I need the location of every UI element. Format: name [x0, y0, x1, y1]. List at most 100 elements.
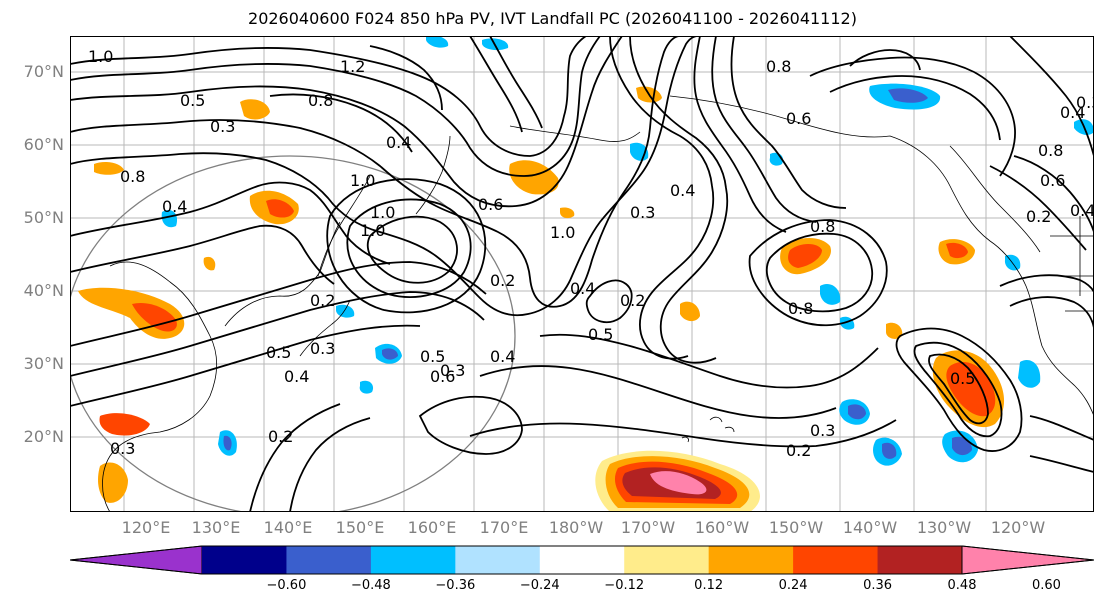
contour-label: 0.3 — [1076, 93, 1094, 112]
shade-blob — [98, 462, 128, 503]
contour-line — [469, 36, 523, 133]
colorbar-box — [455, 546, 541, 574]
coastline — [415, 135, 451, 215]
contour-line — [609, 36, 715, 360]
latitude-label: 70°N — [23, 62, 64, 81]
contour-line — [70, 36, 601, 177]
contour-label: 0.5 — [180, 91, 205, 110]
contour-label: 0.8 — [1038, 141, 1063, 160]
contour-line — [693, 36, 787, 233]
shade-blob — [240, 99, 270, 120]
longitude-label: 170°W — [620, 518, 676, 537]
coastlines — [102, 95, 1094, 512]
latitude-label: 60°N — [23, 135, 64, 154]
colorbar-tick-label: −0.24 — [519, 578, 560, 593]
pv-contours — [70, 36, 1094, 512]
contour-line — [289, 417, 371, 512]
shade-blob — [886, 322, 903, 339]
shade-blob — [382, 348, 398, 360]
contour-label: 0.2 — [620, 291, 645, 310]
longitude-label: 180°W — [548, 518, 604, 537]
shade-blob — [426, 36, 449, 48]
coastline — [1050, 216, 1094, 312]
landfall-region-circle — [70, 155, 516, 512]
shade-blob — [1018, 360, 1041, 388]
longitude-label: 160°W — [694, 518, 750, 537]
contour-line — [70, 324, 421, 407]
contour-line — [1029, 415, 1094, 441]
shade-blob — [820, 283, 841, 305]
contour-label: 0.6 — [786, 109, 811, 128]
longitude-label: 130°W — [916, 518, 972, 537]
contour-label: 0.8 — [308, 91, 333, 110]
longitude-label: 160°E — [407, 518, 457, 537]
colorbar-outline — [70, 545, 1094, 575]
contour-line — [366, 215, 458, 284]
coastline — [949, 145, 1041, 253]
shade-blob — [266, 199, 294, 218]
contour-label: 0.4 — [386, 133, 411, 152]
contour-line — [70, 36, 681, 308]
contour-label: 0.5 — [420, 347, 445, 366]
colorbar-tick-label: −0.12 — [604, 578, 645, 593]
contour-line — [70, 181, 391, 265]
contour-line — [70, 291, 485, 377]
contour-line — [1013, 155, 1094, 233]
colorbar-tick-label: −0.48 — [350, 578, 391, 593]
contour-line — [539, 333, 879, 389]
shade-blob — [161, 209, 178, 228]
contour-label: 1.0 — [350, 171, 375, 190]
contour-label: 0.3 — [310, 339, 335, 358]
latitude-label: 50°N — [23, 208, 64, 227]
colorbar-boxes — [70, 545, 1094, 575]
coastline — [669, 95, 1094, 417]
shade-blob — [132, 302, 177, 332]
contour-label: 1.0 — [88, 47, 113, 66]
coastline — [299, 299, 351, 357]
contour-line — [70, 261, 487, 347]
contour-line — [346, 198, 472, 298]
colorbar-box — [202, 546, 287, 574]
contour-label: 0.3 — [810, 421, 835, 440]
contour-label: 0.6 — [478, 195, 503, 214]
contour-line — [629, 36, 729, 364]
colorbar-tick-label: 0.60 — [1031, 578, 1061, 593]
contour-line — [418, 395, 523, 455]
contour-label: 0.5 — [588, 325, 613, 344]
contour-label: 0.4 — [1060, 103, 1085, 122]
shade-blob — [99, 413, 150, 436]
contour-label: 0.2 — [786, 441, 811, 460]
latitude-label: 40°N — [23, 281, 64, 300]
colorbar-box — [539, 546, 625, 574]
contour-line — [70, 36, 587, 157]
shade-blob — [650, 471, 707, 495]
longitude-label: 120°W — [990, 518, 1046, 537]
colorbar-tick-label: −0.60 — [266, 578, 307, 593]
shade-blob — [946, 362, 996, 417]
contour-line — [70, 36, 623, 208]
contour-line — [748, 219, 888, 327]
contour-label: 0.4 — [670, 181, 695, 200]
contour-label: 1.0 — [360, 221, 385, 240]
map-panel: 1.0 0.5 0.3 0.4 1.2 0.8 1.0 0.8 0.4 0.2 0.8 0.6 1.0 0… — [70, 36, 1094, 512]
colorbar-tick-label: 0.24 — [778, 578, 808, 593]
shade-blob — [882, 442, 897, 459]
colorbar-arrow-left — [70, 545, 203, 575]
contour-label: 0.2 — [268, 427, 293, 446]
contour-line — [730, 36, 847, 209]
colorbar-box — [624, 546, 710, 574]
contour-line — [326, 178, 487, 314]
latitude-label: 30°N — [23, 354, 64, 373]
latitude-label: 20°N — [23, 427, 64, 446]
map-canvas: 1.00.50.30.41.20.81.00.80.40.20.80.61.00… — [70, 36, 1094, 512]
shade-blob — [848, 404, 866, 420]
shade-blob — [952, 436, 972, 456]
colorbar — [70, 545, 1094, 575]
contour-line — [989, 165, 1087, 251]
coastline — [509, 125, 641, 142]
contour-line — [70, 224, 335, 285]
contour-line — [70, 36, 699, 317]
contour-label: 0.3 — [440, 361, 465, 380]
colorbar-box — [708, 546, 794, 574]
colorbar-tick-label: 0.12 — [694, 578, 724, 593]
